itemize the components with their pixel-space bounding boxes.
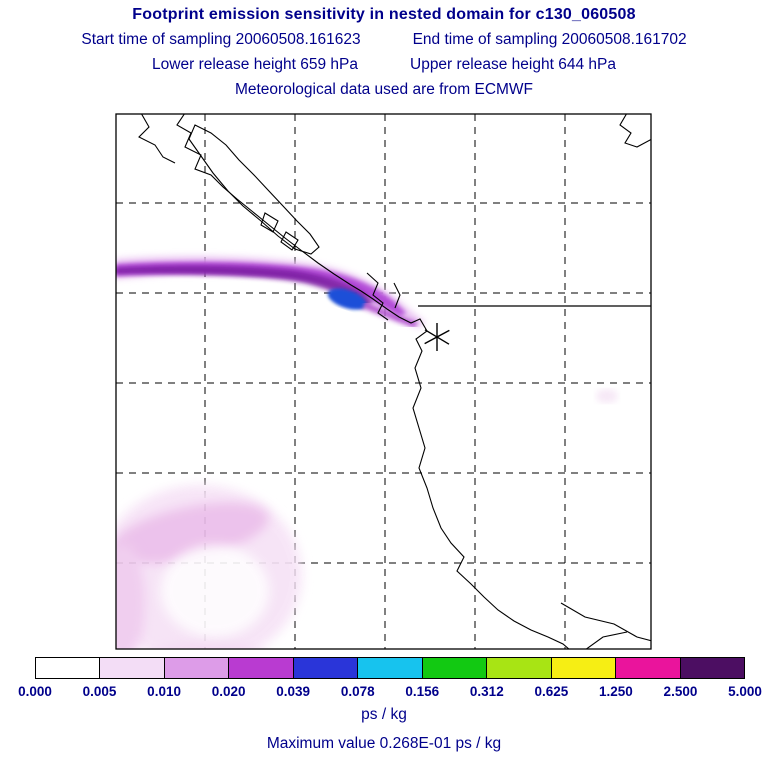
colorbar-tick-label: 0.156 bbox=[405, 684, 440, 699]
colorbar-segment bbox=[164, 658, 230, 678]
secondary-blob bbox=[116, 485, 302, 649]
plume-field bbox=[116, 256, 618, 649]
map-figure bbox=[115, 113, 652, 650]
colorbar-segment bbox=[616, 658, 681, 678]
colorbar-segment bbox=[229, 658, 294, 678]
colorbar-tick-label: 0.625 bbox=[534, 684, 569, 699]
colorbar-segment bbox=[422, 658, 488, 678]
met-data-label: Meteorological data used are from ECMWF bbox=[234, 81, 534, 98]
main-plume-band bbox=[116, 256, 426, 330]
colorbar-segment bbox=[551, 658, 617, 678]
map-panel bbox=[115, 113, 652, 650]
colorbar-segment bbox=[293, 658, 359, 678]
colorbar-tick-label: 0.000 bbox=[18, 684, 52, 699]
colorbar-segment bbox=[358, 658, 423, 678]
colorbar-tick-label: 2.500 bbox=[663, 684, 698, 699]
colorbar-segment bbox=[680, 658, 744, 678]
figure-title: Footprint emission sensitivity in nested… bbox=[132, 6, 636, 23]
sampling-times-line: Start time of sampling 20060508.161623 E… bbox=[0, 31, 768, 49]
colorbar-segment bbox=[100, 658, 165, 678]
end-time-label: End time of sampling 20060508.161702 bbox=[412, 31, 687, 48]
plume-maximum-core bbox=[327, 288, 367, 310]
colorbar-tick-label: 0.312 bbox=[469, 684, 504, 699]
figure-header: Footprint emission sensitivity in nested… bbox=[0, 6, 768, 99]
release-heights-line: Lower release height 659 hPa Upper relea… bbox=[0, 56, 768, 74]
coastline bbox=[138, 114, 651, 649]
units-label: ps / kg bbox=[361, 706, 407, 723]
lower-release-label: Lower release height 659 hPa bbox=[152, 56, 358, 73]
colorbar-tick-label: 0.010 bbox=[147, 684, 181, 699]
colorbar-tick-label: 0.005 bbox=[82, 684, 117, 699]
colorbar-segment bbox=[487, 658, 552, 678]
colorbar-tick-label: 0.078 bbox=[340, 684, 375, 699]
faint-speck bbox=[596, 389, 618, 403]
colorbar-ticks: 0.000 0.005 0.010 0.020 0.039 0.078 0.156 0.312… bbox=[18, 684, 762, 700]
colorbar-tick-label: 1.250 bbox=[599, 684, 633, 699]
start-time-label: Start time of sampling 20060508.161623 bbox=[81, 31, 361, 48]
release-star-marker bbox=[424, 323, 450, 351]
colorbar-segment bbox=[36, 658, 101, 678]
colorbar-tick-label: 0.020 bbox=[211, 684, 246, 699]
colorbar-tick-label: 0.039 bbox=[276, 684, 311, 699]
upper-release-label: Upper release height 644 hPa bbox=[410, 56, 616, 73]
map-frame bbox=[115, 113, 652, 650]
max-value-label: Maximum value 0.268E-01 ps / kg bbox=[266, 735, 502, 752]
colorbar-tick-label: 5.000 bbox=[728, 684, 762, 699]
colorbar bbox=[35, 657, 745, 679]
